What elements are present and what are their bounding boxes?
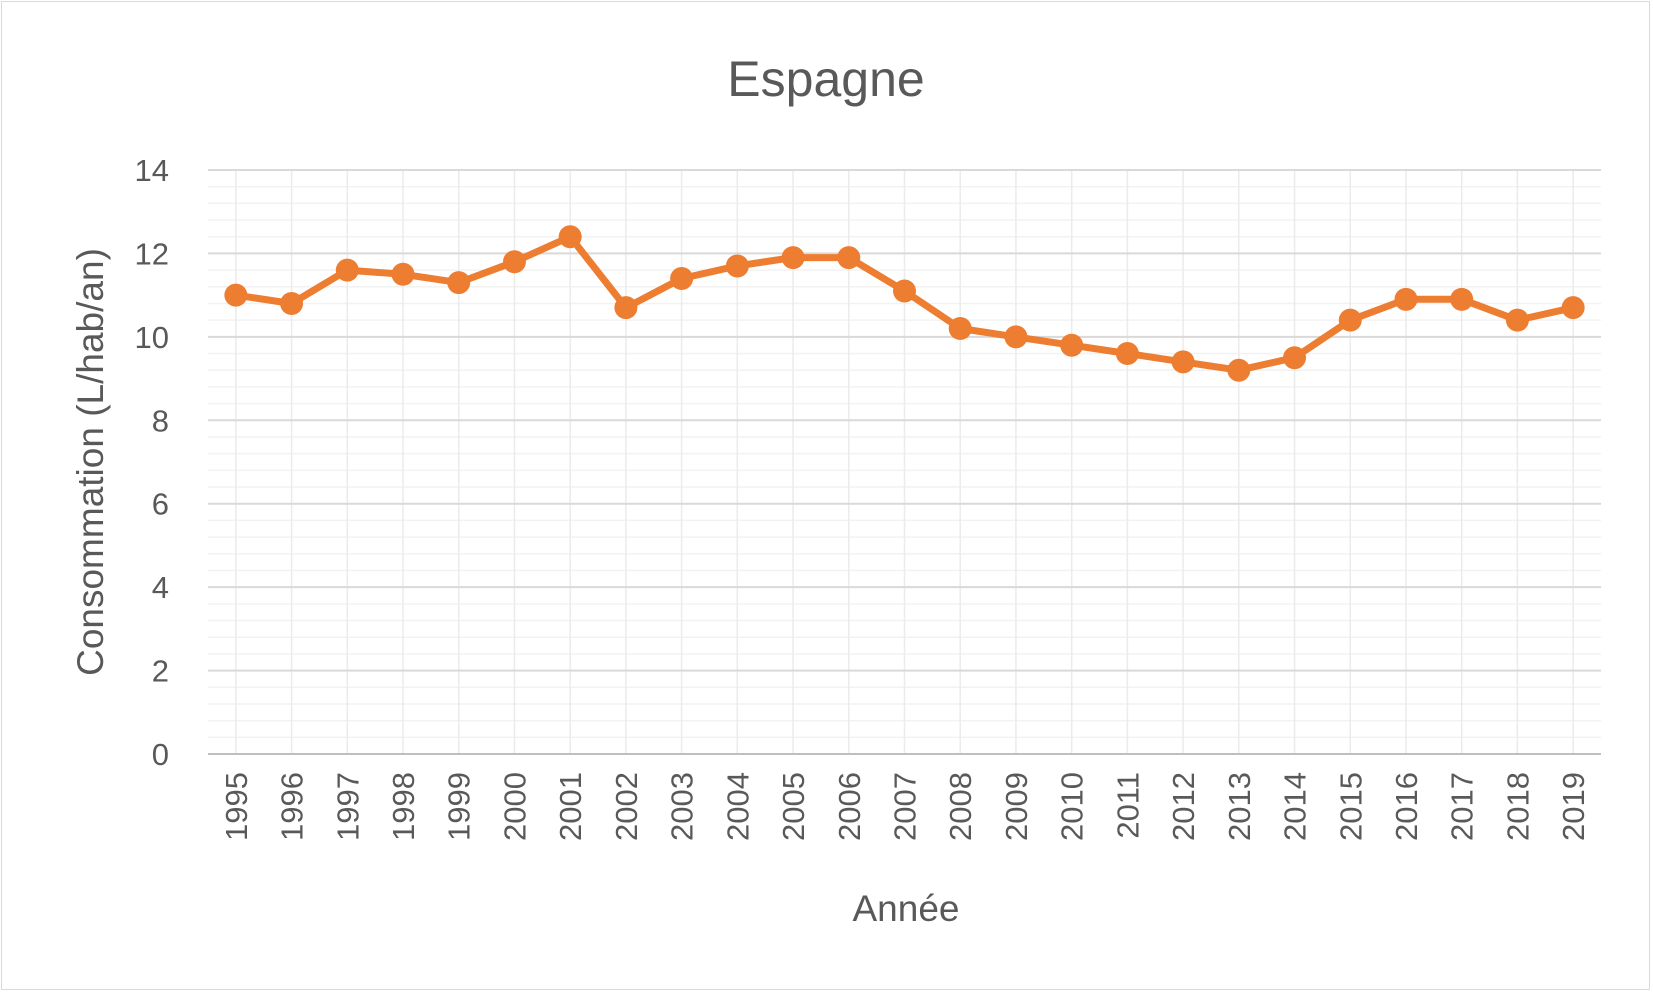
y-tick-label: 6 xyxy=(152,487,169,522)
data-point xyxy=(948,317,972,341)
x-tick-label: 2019 xyxy=(1556,772,1591,841)
y-axis-ticks: 0 2 4 6 8 10 12 14 xyxy=(135,153,169,772)
chart-title: Espagne xyxy=(727,51,924,107)
x-tick-label: 2018 xyxy=(1500,772,1535,841)
x-tick-label: 2015 xyxy=(1333,772,1368,841)
x-tick-label: 2013 xyxy=(1222,772,1257,841)
data-point xyxy=(614,296,638,320)
x-tick-label: 2000 xyxy=(497,772,532,841)
data-point xyxy=(502,250,526,274)
x-axis-ticks: 1995 1996 1997 1998 1999 2000 2001 2002 2003 2004… xyxy=(219,772,1591,841)
data-point xyxy=(1004,325,1028,349)
data-point xyxy=(1283,346,1307,370)
data-point xyxy=(1227,358,1251,382)
data-point xyxy=(1060,333,1084,357)
x-tick-label: 2004 xyxy=(720,772,755,841)
x-tick-label: 1995 xyxy=(219,772,254,841)
y-tick-label: 4 xyxy=(152,570,169,605)
x-tick-label: 2001 xyxy=(553,772,588,841)
x-tick-label: 2017 xyxy=(1445,772,1480,841)
data-point xyxy=(1171,350,1195,374)
data-point xyxy=(893,279,916,303)
major-grid xyxy=(208,169,1601,755)
data-point xyxy=(1338,308,1362,332)
data-point xyxy=(1561,296,1585,320)
x-axis-title: Année xyxy=(853,888,960,929)
x-tick-label: 1997 xyxy=(330,772,365,841)
data-point xyxy=(1115,342,1139,366)
x-tick-label: 2005 xyxy=(776,772,811,841)
y-tick-label: 10 xyxy=(135,320,169,355)
x-tick-label: 2010 xyxy=(1055,772,1090,841)
series-group xyxy=(224,225,1585,382)
data-point xyxy=(280,291,304,315)
x-tick-label: 2011 xyxy=(1110,772,1145,839)
minor-grid xyxy=(208,169,1601,755)
y-tick-label: 0 xyxy=(152,737,169,772)
y-tick-label: 8 xyxy=(152,403,169,438)
data-point xyxy=(335,258,359,282)
y-tick-label: 2 xyxy=(152,654,169,689)
data-point xyxy=(224,283,248,307)
x-tick-label: 2016 xyxy=(1389,772,1424,841)
data-point xyxy=(725,254,749,278)
x-tick-label: 2002 xyxy=(609,772,644,841)
x-tick-label: 2007 xyxy=(888,772,923,841)
y-axis-title: Consommation (L/hab/an) xyxy=(70,248,111,676)
data-point xyxy=(1394,287,1418,311)
y-tick-label: 12 xyxy=(135,236,169,271)
data-point xyxy=(558,225,582,249)
x-tick-label: 2006 xyxy=(832,772,867,841)
data-point xyxy=(1505,308,1529,332)
x-tick-label: 2003 xyxy=(665,772,700,841)
x-tick-label: 2012 xyxy=(1166,772,1201,841)
data-point xyxy=(670,266,694,290)
data-point xyxy=(781,246,805,270)
data-point xyxy=(447,271,471,295)
x-tick-label: 2009 xyxy=(999,772,1034,841)
x-tick-label: 1998 xyxy=(386,772,421,841)
data-point xyxy=(837,246,861,270)
x-tick-label: 2014 xyxy=(1278,772,1313,841)
x-tick-label: 2008 xyxy=(943,772,978,841)
y-tick-label: 14 xyxy=(135,153,169,188)
data-point xyxy=(1450,287,1474,311)
x-tick-label: 1996 xyxy=(275,772,310,841)
x-tick-label: 1999 xyxy=(442,772,477,841)
data-point xyxy=(391,262,415,286)
